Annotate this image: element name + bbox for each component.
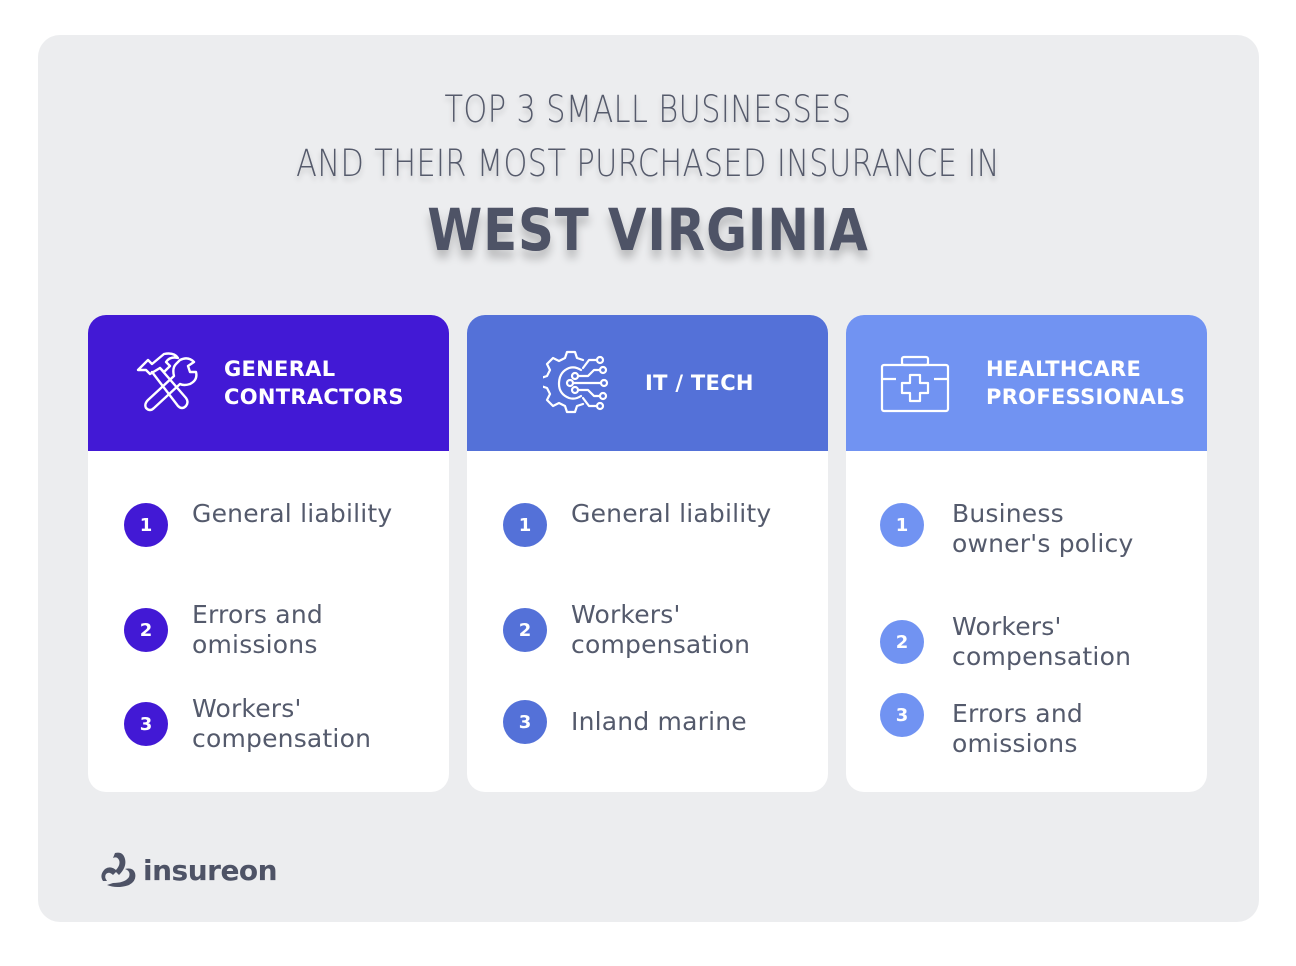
list-item: 1 Business owner's policy bbox=[880, 499, 1207, 595]
rank-badge: 1 bbox=[124, 503, 168, 547]
list-item: 1 General liability bbox=[503, 499, 828, 583]
medical-kit-icon bbox=[880, 355, 950, 413]
card-title: CONTRACTORS bbox=[224, 385, 404, 409]
card-header: IT / TECH bbox=[467, 315, 828, 451]
title-line-1: TOP 3 SMALL BUSINESSES bbox=[444, 88, 852, 131]
rank-badge: 3 bbox=[124, 702, 168, 746]
list-item: 3 Workers' compensation bbox=[124, 677, 449, 771]
insurance-name: Workers' compensation bbox=[952, 612, 1132, 671]
insurance-list: 1 General liability 2 Workers' compensati… bbox=[467, 451, 828, 767]
rank-badge: 2 bbox=[124, 608, 168, 652]
list-item: 2 Workers' compensation bbox=[503, 583, 828, 677]
insurance-name: Inland marine bbox=[571, 707, 747, 736]
rank-badge: 3 bbox=[880, 693, 924, 737]
hammer-wrench-icon bbox=[136, 352, 198, 412]
card-title: IT / TECH bbox=[645, 371, 754, 395]
list-item: 2 Workers' compensation bbox=[880, 595, 1207, 689]
card-header: HEALTHCARE PROFESSIONALS bbox=[846, 315, 1207, 451]
insurance-name: General liability bbox=[192, 499, 393, 528]
card-title: PROFESSIONALS bbox=[986, 385, 1186, 409]
state-title: WEST VIRGINIA bbox=[427, 196, 869, 264]
rank-badge: 1 bbox=[503, 503, 547, 547]
list-item: 1 General liability bbox=[124, 499, 449, 583]
card-it-tech: IT / TECH 1 General liability 2 Workers'… bbox=[467, 315, 828, 792]
brand-name: insureon bbox=[143, 853, 278, 887]
rank-badge: 2 bbox=[503, 608, 547, 652]
card-header: GENERAL CONTRACTORS bbox=[88, 315, 449, 451]
insurance-name: Workers' compensation bbox=[571, 600, 751, 659]
insureon-logo: insureon bbox=[99, 851, 278, 889]
insurance-list: 1 General liability 2 Errors and omission… bbox=[88, 451, 449, 771]
rank-badge: 1 bbox=[880, 503, 924, 547]
card-general-contractors: GENERAL CONTRACTORS 1 General liability … bbox=[88, 315, 449, 792]
insurance-name: Errors and omissions bbox=[192, 600, 323, 659]
insurance-list: 1 Business owner's policy 2 Workers' compe… bbox=[846, 451, 1207, 769]
insureon-logo-icon bbox=[101, 852, 136, 887]
insurance-name: Business owner's policy bbox=[952, 499, 1134, 558]
rank-badge: 3 bbox=[503, 700, 547, 744]
list-item: 3 Inland marine bbox=[503, 677, 828, 767]
card-title: HEALTHCARE bbox=[986, 357, 1142, 381]
title-line-2: AND THEIR MOST PURCHASED INSURANCE IN bbox=[296, 142, 1000, 185]
gear-circuit-icon bbox=[543, 350, 609, 414]
insurance-name: Workers' compensation bbox=[192, 694, 372, 753]
rank-badge: 2 bbox=[880, 620, 924, 664]
list-item: 2 Errors and omissions bbox=[124, 583, 449, 677]
list-item: 3 Errors and omissions bbox=[880, 689, 1207, 769]
card-healthcare-professionals: HEALTHCARE PROFESSIONALS 1 Business owner… bbox=[846, 315, 1207, 792]
card-title: GENERAL bbox=[224, 357, 336, 381]
insurance-name: Errors and omissions bbox=[952, 699, 1083, 758]
insurance-name: General liability bbox=[571, 499, 772, 528]
